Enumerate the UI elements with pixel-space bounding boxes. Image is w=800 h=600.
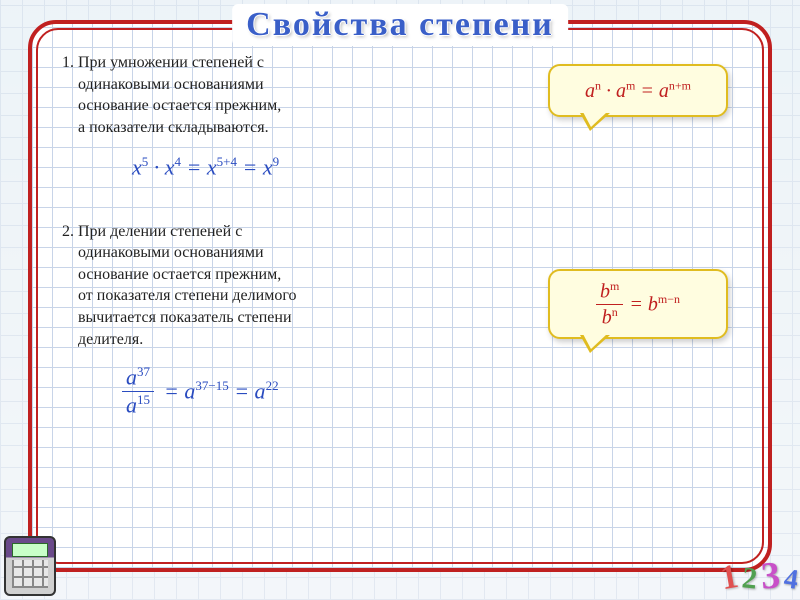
rule-2-line2a: одинаковыми	[78, 244, 170, 261]
rule-1-line3: основание остается прежним,	[78, 97, 281, 114]
rule-1-line2b: основаниями	[174, 76, 264, 93]
rule-2-example-fraction: a37 a15	[122, 364, 154, 418]
rule-2-line3: основание остается прежним,	[78, 266, 281, 283]
formula-1-tail	[580, 113, 610, 131]
rule-1-line4: а показатели складываются.	[78, 119, 269, 136]
decor-num-1: 1	[718, 558, 741, 598]
main-frame: Свойства степени 1. При умножении степен…	[28, 20, 772, 572]
rule-2-example-denominator: a15	[122, 391, 154, 418]
formula-box-2: bm bn = bm−n	[548, 269, 728, 339]
rule-2-line1: При делении степеней с	[78, 223, 242, 240]
formula-box-1: an · am = an+m	[548, 64, 728, 117]
rule-2-number: 2.	[62, 223, 74, 240]
rule-2-line2b: основаниями	[174, 244, 264, 261]
formula-2-fraction: bm bn	[596, 279, 623, 329]
rule-2-line5: вычитается показатель степени	[78, 309, 292, 326]
rule-2-text: 2. При делении степеней с одинаковыми ос…	[62, 221, 392, 351]
calculator-icon	[4, 536, 56, 596]
formula-2-numerator: bm	[596, 279, 623, 304]
rule-1-example: x5 · x4 = x5+4 = x9	[132, 154, 738, 180]
formula-2-rhs: = bm−n	[629, 292, 680, 317]
rule-2-line4: от показателя степени делимого	[78, 287, 296, 304]
rule-2-example: a37 a15 = a37−15 = a22	[122, 364, 738, 418]
rule-1-line1: При умножении степеней с	[78, 54, 264, 71]
formula-1-content: an · am = an+m	[585, 80, 691, 102]
rule-2-line6: делителя.	[78, 331, 143, 348]
rule-2-example-rhs: = a37−15 = a22	[164, 378, 279, 404]
rule-1-number: 1.	[62, 54, 74, 71]
decor-num-3: 3	[759, 553, 781, 598]
decor-num-2: 2	[740, 561, 758, 596]
decor-num-4: 4	[782, 563, 800, 597]
rule-2-example-numerator: a37	[122, 364, 154, 390]
rule-1-text: 1. При умножении степеней с одинаковыми …	[62, 52, 392, 138]
formula-2-tail	[580, 335, 610, 353]
decorative-numbers: 1 2 3 4	[721, 554, 798, 598]
formula-2-denominator: bn	[596, 304, 623, 330]
rule-1-line2a: одинаковыми	[78, 76, 170, 93]
